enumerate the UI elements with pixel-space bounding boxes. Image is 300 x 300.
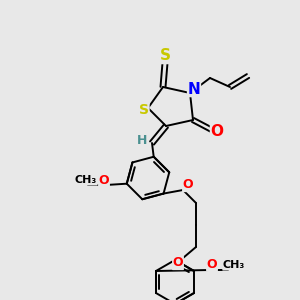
- Text: N: N: [188, 82, 200, 97]
- Text: H: H: [137, 134, 147, 146]
- Text: O: O: [183, 178, 193, 191]
- Text: O: O: [99, 173, 109, 187]
- Text: O: O: [173, 256, 183, 269]
- Text: O: O: [211, 124, 224, 140]
- Text: S: S: [160, 49, 170, 64]
- Text: O: O: [207, 257, 217, 271]
- Text: S: S: [139, 103, 149, 117]
- Text: CH₃: CH₃: [223, 260, 245, 270]
- Text: CH₃: CH₃: [75, 175, 97, 185]
